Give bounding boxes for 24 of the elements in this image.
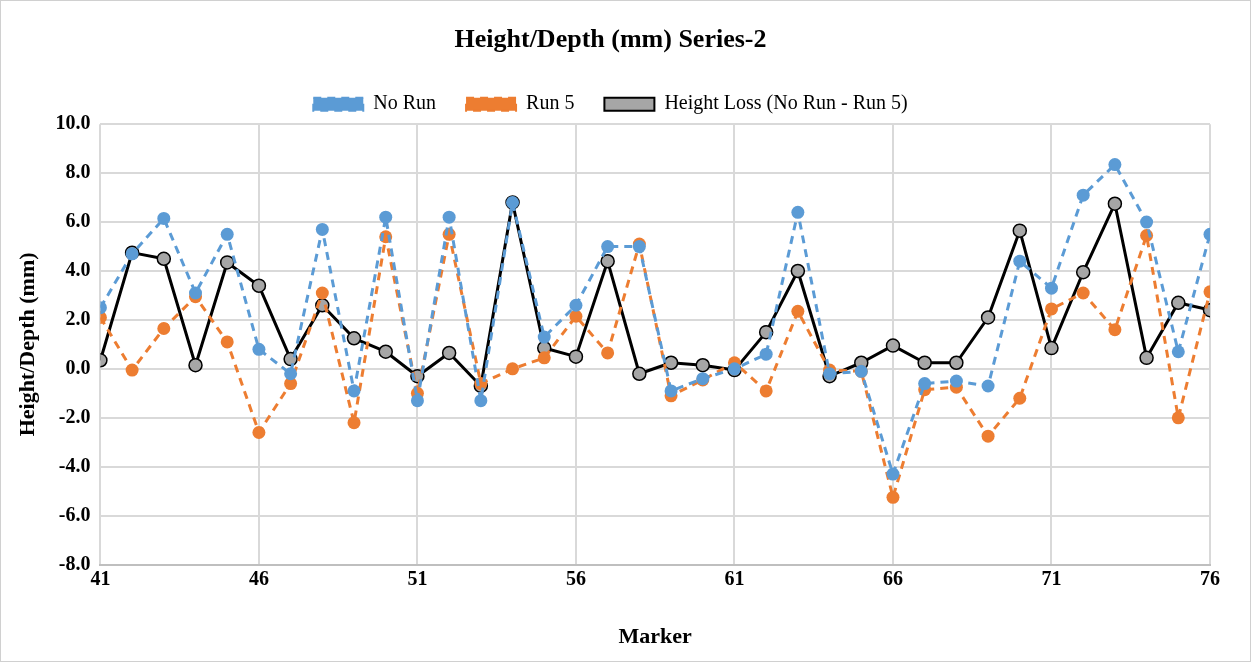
- y-tick-label: 0.0: [65, 356, 91, 379]
- y-tick-label: 10.0: [55, 111, 91, 134]
- x-tick-label: 61: [724, 566, 745, 589]
- x-tick-label: 51: [407, 566, 428, 589]
- x-tick-label: 76: [1200, 566, 1220, 589]
- y-tick-label: -4.0: [58, 453, 91, 476]
- y-tick-label: 8.0: [65, 160, 91, 183]
- x-tick-label: 46: [248, 566, 269, 589]
- y-tick-label: 2.0: [65, 307, 91, 330]
- legend-label: Run 5: [526, 91, 575, 114]
- y-tick-label: -2.0: [58, 404, 91, 427]
- y-tick-label: 6.0: [65, 209, 91, 232]
- y-axis-title: Height/Depth (mm): [13, 252, 39, 437]
- legend-label: Height Loss (No Run - Run 5): [664, 91, 908, 115]
- x-axis-title: Marker: [618, 623, 693, 649]
- chart-title: Height/Depth (mm) Series-2: [454, 24, 767, 54]
- x-tick-label: 56: [565, 566, 586, 589]
- y-tick-label: -6.0: [58, 502, 91, 525]
- y-tick-label: 4.0: [65, 258, 91, 281]
- y-tick-label: -8.0: [58, 551, 91, 574]
- x-tick-label: 71: [1041, 566, 1062, 589]
- x-tick-label: 41: [90, 566, 111, 589]
- legend-label: No Run: [373, 91, 437, 114]
- x-tick-label: 66: [882, 566, 903, 589]
